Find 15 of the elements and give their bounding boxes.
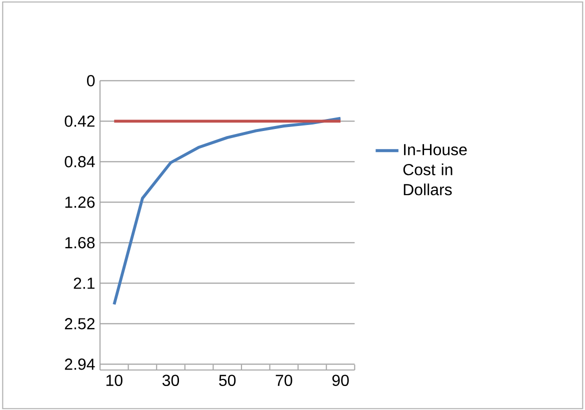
- y-tick-label: 1.26: [65, 196, 95, 208]
- x-tick-label: 50: [219, 374, 236, 386]
- line-series: [112, 116, 342, 306]
- legend-label: In-House Cost in Dollars: [403, 144, 467, 196]
- x-tick-label: 90: [332, 374, 349, 386]
- x-tick-label: 70: [276, 374, 292, 386]
- y-tick-label: 0: [87, 75, 95, 86]
- y-tick-label: 1.68: [65, 237, 95, 248]
- y-tick-label: 0.84: [64, 156, 95, 168]
- x-tick-label: 30: [162, 374, 180, 386]
- y-tick-label: 0.42: [64, 116, 94, 127]
- y-tick-label: 2.52: [64, 318, 94, 330]
- y-tick-label: 2.94: [64, 358, 95, 370]
- y-tick-label: 2.1: [74, 278, 95, 289]
- x-tick-label: 10: [106, 374, 122, 386]
